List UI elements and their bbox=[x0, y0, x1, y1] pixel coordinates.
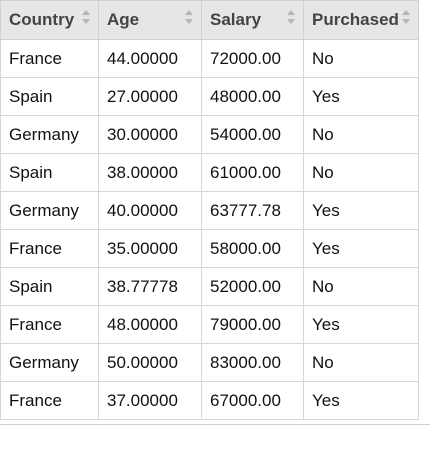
table-row: France 37.00000 67000.00 Yes bbox=[0, 381, 419, 420]
cell-age: 50.00000 bbox=[98, 343, 202, 382]
cell-salary: 52000.00 bbox=[201, 267, 304, 306]
cell-purchased: Yes bbox=[303, 305, 419, 344]
table-row: Germany 30.00000 54000.00 No bbox=[0, 115, 419, 154]
column-header-label: Age bbox=[107, 10, 140, 29]
table-row: Spain 38.00000 61000.00 No bbox=[0, 153, 419, 192]
cell-age: 48.00000 bbox=[98, 305, 202, 344]
data-table: Country Age Salary Purchased Fr bbox=[0, 0, 419, 420]
table-row: France 48.00000 79000.00 Yes bbox=[0, 305, 419, 344]
cell-country: France bbox=[0, 381, 99, 420]
cell-purchased: No bbox=[303, 39, 419, 78]
cell-age: 38.00000 bbox=[98, 153, 202, 192]
cell-salary: 63777.78 bbox=[201, 191, 304, 230]
cell-salary: 61000.00 bbox=[201, 153, 304, 192]
column-header-age[interactable]: Age bbox=[98, 0, 202, 40]
table-row: France 44.00000 72000.00 No bbox=[0, 39, 419, 78]
column-header-country[interactable]: Country bbox=[0, 0, 99, 40]
column-header-label: Country bbox=[9, 10, 75, 29]
sort-arrows-icon[interactable] bbox=[185, 10, 193, 24]
cell-purchased: Yes bbox=[303, 229, 419, 268]
column-header-purchased[interactable]: Purchased bbox=[303, 0, 419, 40]
table-row: Spain 38.77778 52000.00 No bbox=[0, 267, 419, 306]
cell-country: Germany bbox=[0, 115, 99, 154]
cell-purchased: Yes bbox=[303, 381, 419, 420]
cell-age: 30.00000 bbox=[98, 115, 202, 154]
cell-country: France bbox=[0, 229, 99, 268]
cell-age: 37.00000 bbox=[98, 381, 202, 420]
data-table-container: Country Age Salary Purchased Fr bbox=[0, 0, 419, 420]
column-header-salary[interactable]: Salary bbox=[201, 0, 304, 40]
cell-salary: 58000.00 bbox=[201, 229, 304, 268]
table-bottom-divider bbox=[0, 424, 430, 425]
cell-country: Germany bbox=[0, 343, 99, 382]
cell-country: Germany bbox=[0, 191, 99, 230]
cell-age: 38.77778 bbox=[98, 267, 202, 306]
cell-purchased: Yes bbox=[303, 191, 419, 230]
cell-salary: 72000.00 bbox=[201, 39, 304, 78]
table-header-row: Country Age Salary Purchased bbox=[0, 0, 419, 40]
cell-country: Spain bbox=[0, 77, 99, 116]
table-row: Germany 40.00000 63777.78 Yes bbox=[0, 191, 419, 230]
sort-arrows-icon[interactable] bbox=[402, 10, 410, 24]
cell-country: Spain bbox=[0, 153, 99, 192]
sort-arrows-icon[interactable] bbox=[82, 10, 90, 24]
cell-country: France bbox=[0, 305, 99, 344]
cell-salary: 67000.00 bbox=[201, 381, 304, 420]
cell-purchased: No bbox=[303, 267, 419, 306]
column-header-label: Purchased bbox=[312, 10, 399, 29]
sort-arrows-icon[interactable] bbox=[287, 10, 295, 24]
table-row: Germany 50.00000 83000.00 No bbox=[0, 343, 419, 382]
table-row: France 35.00000 58000.00 Yes bbox=[0, 229, 419, 268]
cell-purchased: No bbox=[303, 343, 419, 382]
cell-salary: 79000.00 bbox=[201, 305, 304, 344]
table-row: Spain 27.00000 48000.00 Yes bbox=[0, 77, 419, 116]
cell-age: 35.00000 bbox=[98, 229, 202, 268]
cell-salary: 54000.00 bbox=[201, 115, 304, 154]
cell-country: France bbox=[0, 39, 99, 78]
column-header-label: Salary bbox=[210, 10, 262, 29]
cell-age: 40.00000 bbox=[98, 191, 202, 230]
cell-purchased: No bbox=[303, 115, 419, 154]
cell-country: Spain bbox=[0, 267, 99, 306]
cell-purchased: Yes bbox=[303, 77, 419, 116]
cell-salary: 83000.00 bbox=[201, 343, 304, 382]
cell-age: 44.00000 bbox=[98, 39, 202, 78]
cell-purchased: No bbox=[303, 153, 419, 192]
cell-age: 27.00000 bbox=[98, 77, 202, 116]
cell-salary: 48000.00 bbox=[201, 77, 304, 116]
